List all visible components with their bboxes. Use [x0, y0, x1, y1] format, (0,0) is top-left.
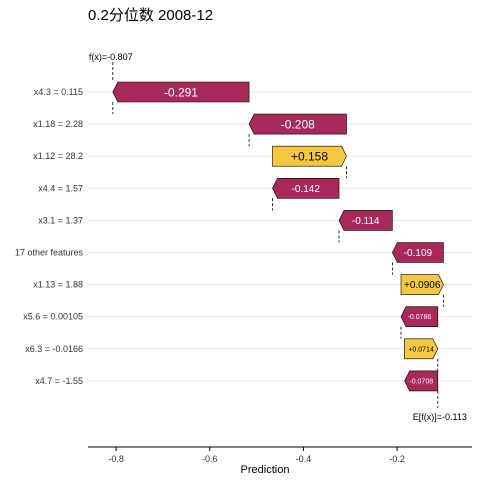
feature-label: x6.3 = -0.0166: [25, 344, 83, 354]
bar-value-label: -0.142: [292, 184, 321, 195]
bar-value-label: +0.0714: [408, 346, 434, 353]
feature-label: x4.3 = 0.115: [34, 87, 83, 97]
chart-title: 0.2分位数 2008-12: [88, 7, 214, 24]
bar-negative: [248, 113, 347, 135]
bar-positive: [404, 338, 439, 360]
x-axis-title: Prediction: [241, 464, 290, 476]
bar-negative: [400, 306, 439, 328]
bar-value-label: -0.208: [281, 117, 315, 131]
bar-negative: [338, 210, 393, 231]
x-tick-label: -0.6: [202, 454, 218, 464]
x-tick-label: -0.2: [389, 454, 405, 464]
bar-negative: [112, 81, 250, 103]
feature-label: x3.1 = 1.37: [38, 215, 83, 225]
base-value-label: E[f(x)]=-0.113: [413, 412, 467, 422]
bar-value-label: +0.158: [291, 150, 328, 164]
bar-value-label: +0.0906: [404, 280, 441, 291]
x-tick-label: -0.8: [108, 454, 124, 464]
bar-value-label: -0.114: [352, 216, 380, 227]
bar-positive: [400, 274, 444, 295]
bar-value-label: -0.0786: [408, 314, 432, 321]
feature-label: x5.6 = 0.00105: [23, 312, 83, 322]
x-tick-label: -0.4: [296, 454, 312, 464]
bar-negative: [404, 370, 439, 392]
feature-label: x4.7 = -1.55: [35, 376, 83, 386]
feature-label: x1.18 = 2.28: [33, 119, 83, 129]
bar-value-label: -0.291: [164, 85, 198, 99]
bar-value-label: -0.109: [404, 248, 433, 259]
feature-label: x1.12 = 28.2: [33, 151, 83, 161]
bar-negative: [392, 242, 444, 263]
fx-label: f(x)=-0.807: [89, 52, 133, 62]
bar-negative: [272, 178, 340, 199]
bar-value-label: -0.0708: [409, 378, 433, 385]
feature-label: x1.13 = 1.88: [33, 280, 83, 290]
feature-label: x4.4 = 1.57: [38, 183, 83, 193]
bar-positive: [272, 145, 347, 167]
feature-label: 17 other features: [15, 248, 84, 258]
